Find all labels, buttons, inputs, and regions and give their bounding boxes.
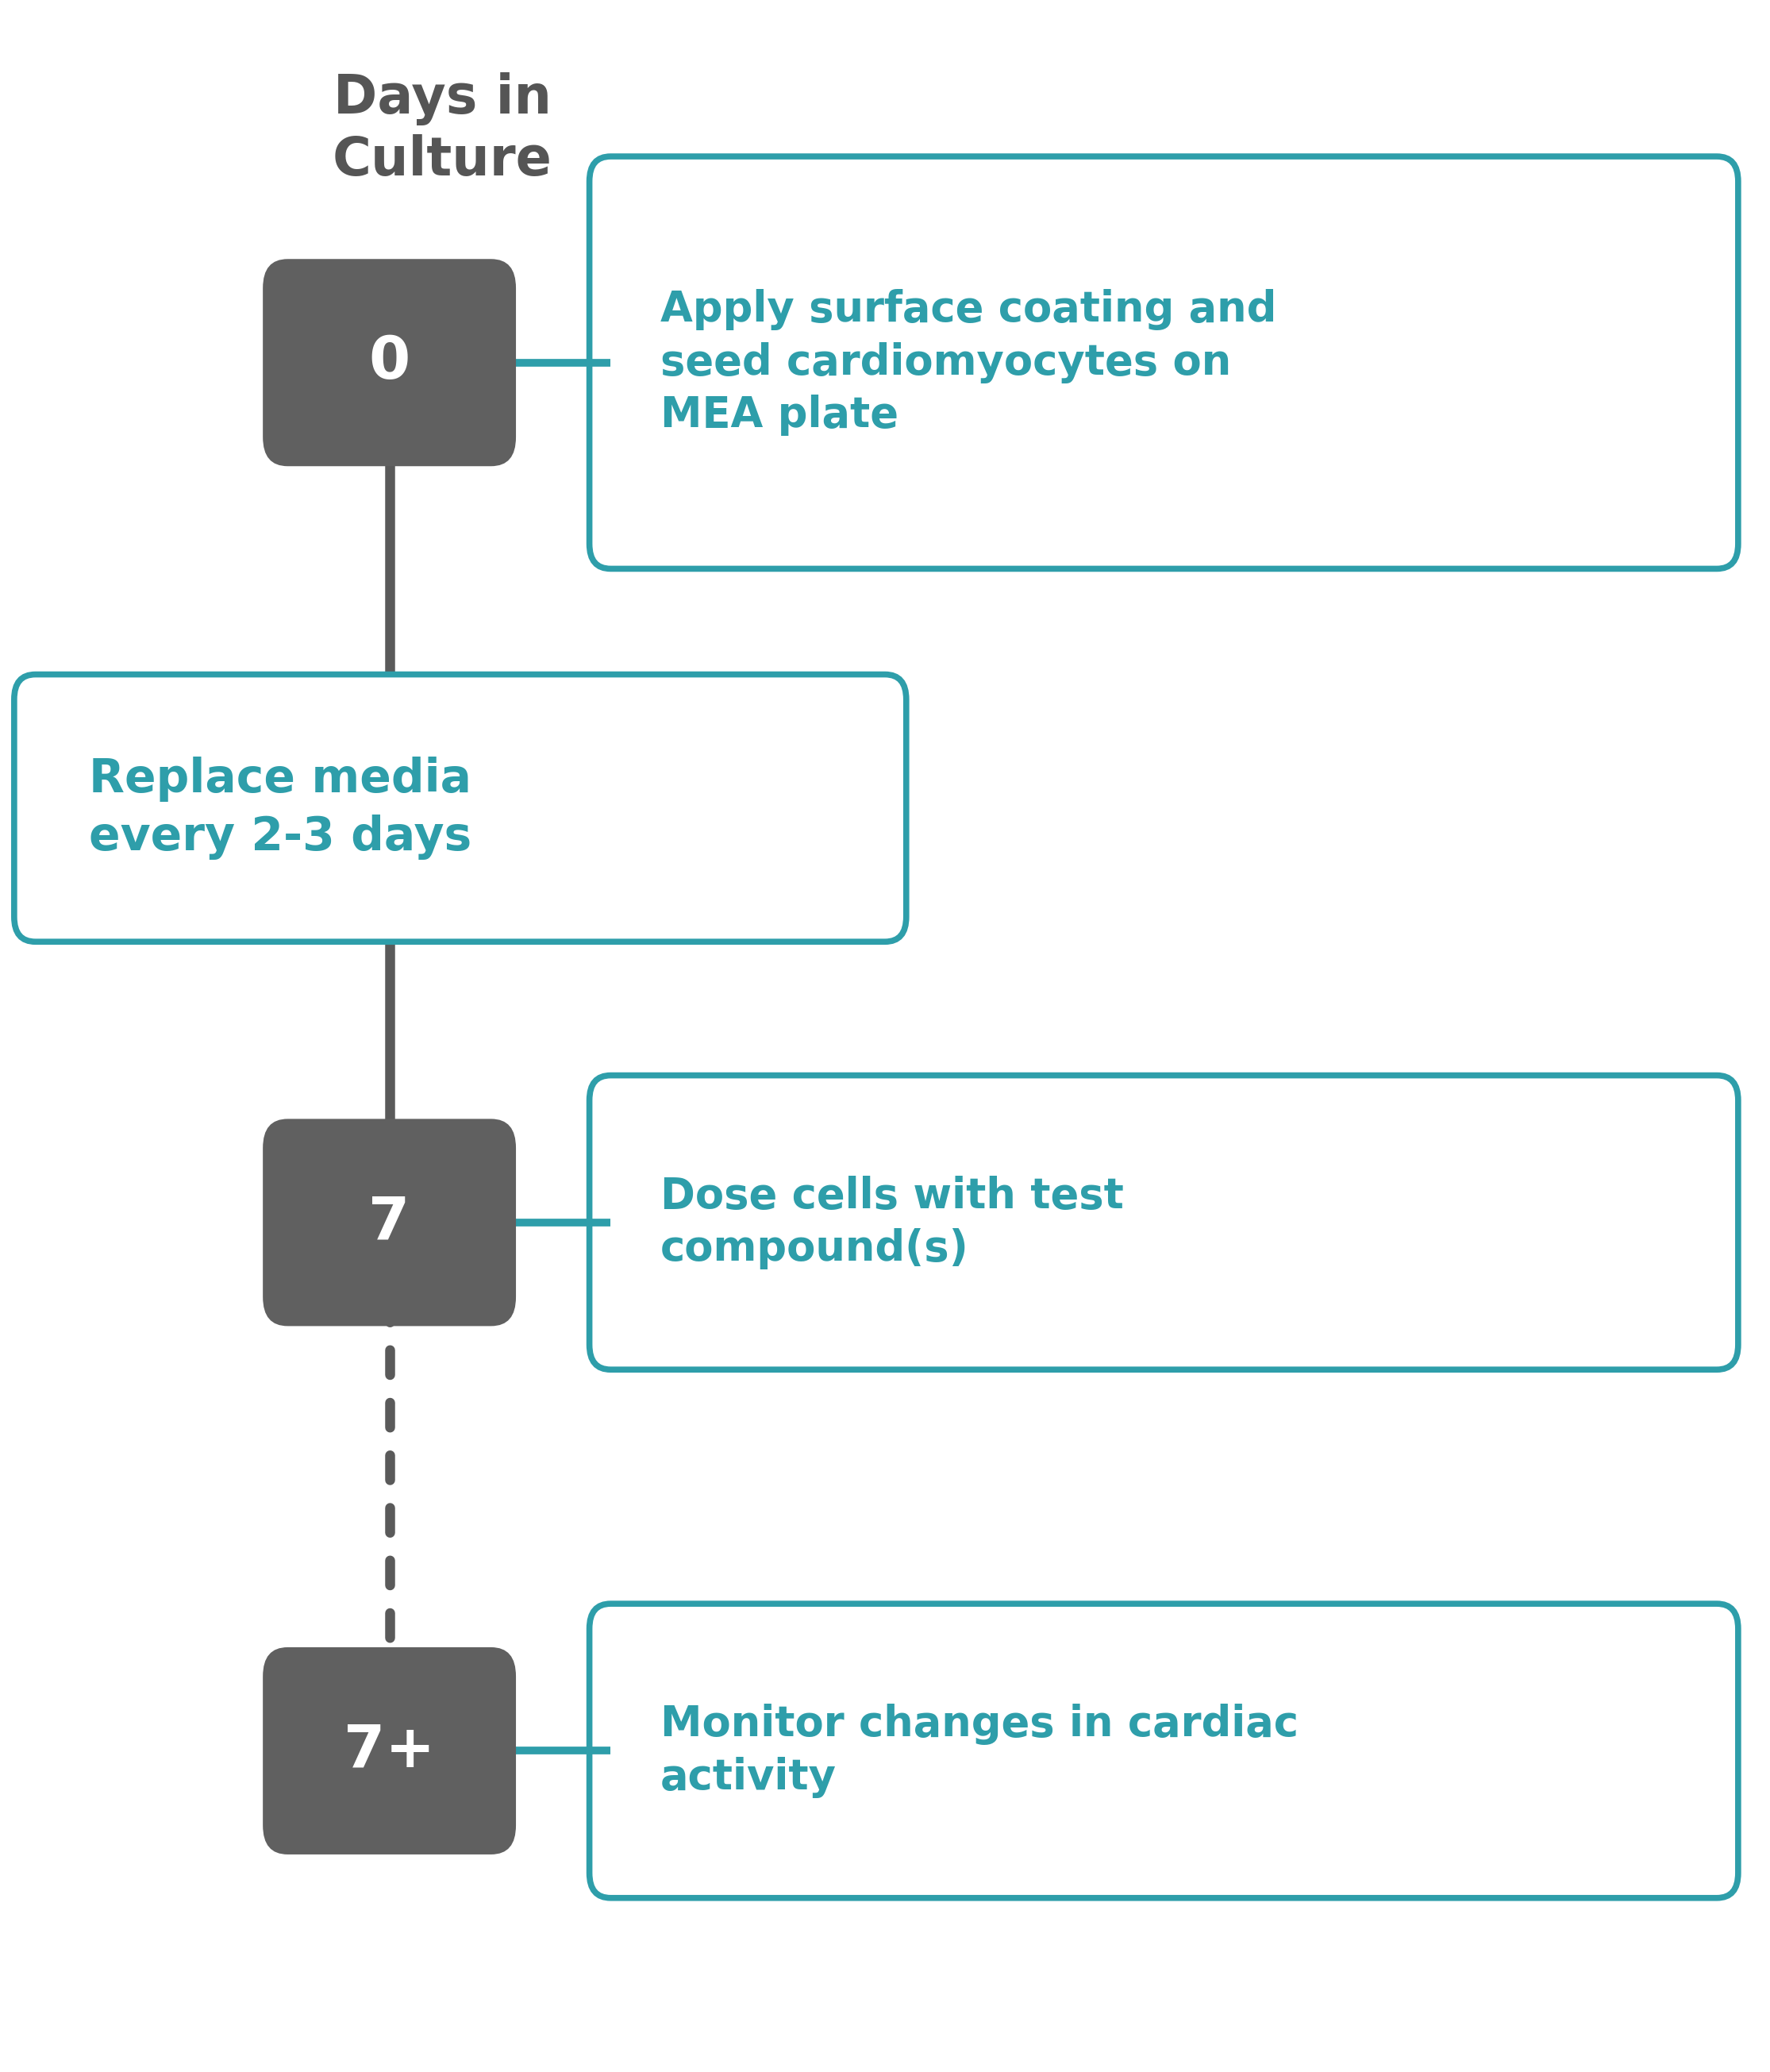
Text: Replace media
every 2-3 days: Replace media every 2-3 days (88, 756, 471, 860)
FancyBboxPatch shape (589, 1075, 1738, 1370)
Text: Apply surface coating and
seed cardiomyocytes on
MEA plate: Apply surface coating and seed cardiomyo… (660, 290, 1276, 435)
FancyBboxPatch shape (589, 1604, 1738, 1898)
Text: Days in
Culture: Days in Culture (333, 73, 552, 186)
FancyBboxPatch shape (14, 675, 906, 943)
Text: 0: 0 (368, 334, 411, 392)
FancyBboxPatch shape (589, 157, 1738, 570)
Text: Monitor changes in cardiac
activity: Monitor changes in cardiac activity (660, 1703, 1299, 1798)
FancyBboxPatch shape (262, 1647, 517, 1854)
Text: 7: 7 (368, 1193, 411, 1251)
Text: 7+: 7+ (343, 1722, 435, 1780)
Text: Dose cells with test
compound(s): Dose cells with test compound(s) (660, 1175, 1124, 1270)
FancyBboxPatch shape (262, 259, 517, 466)
FancyBboxPatch shape (262, 1119, 517, 1326)
